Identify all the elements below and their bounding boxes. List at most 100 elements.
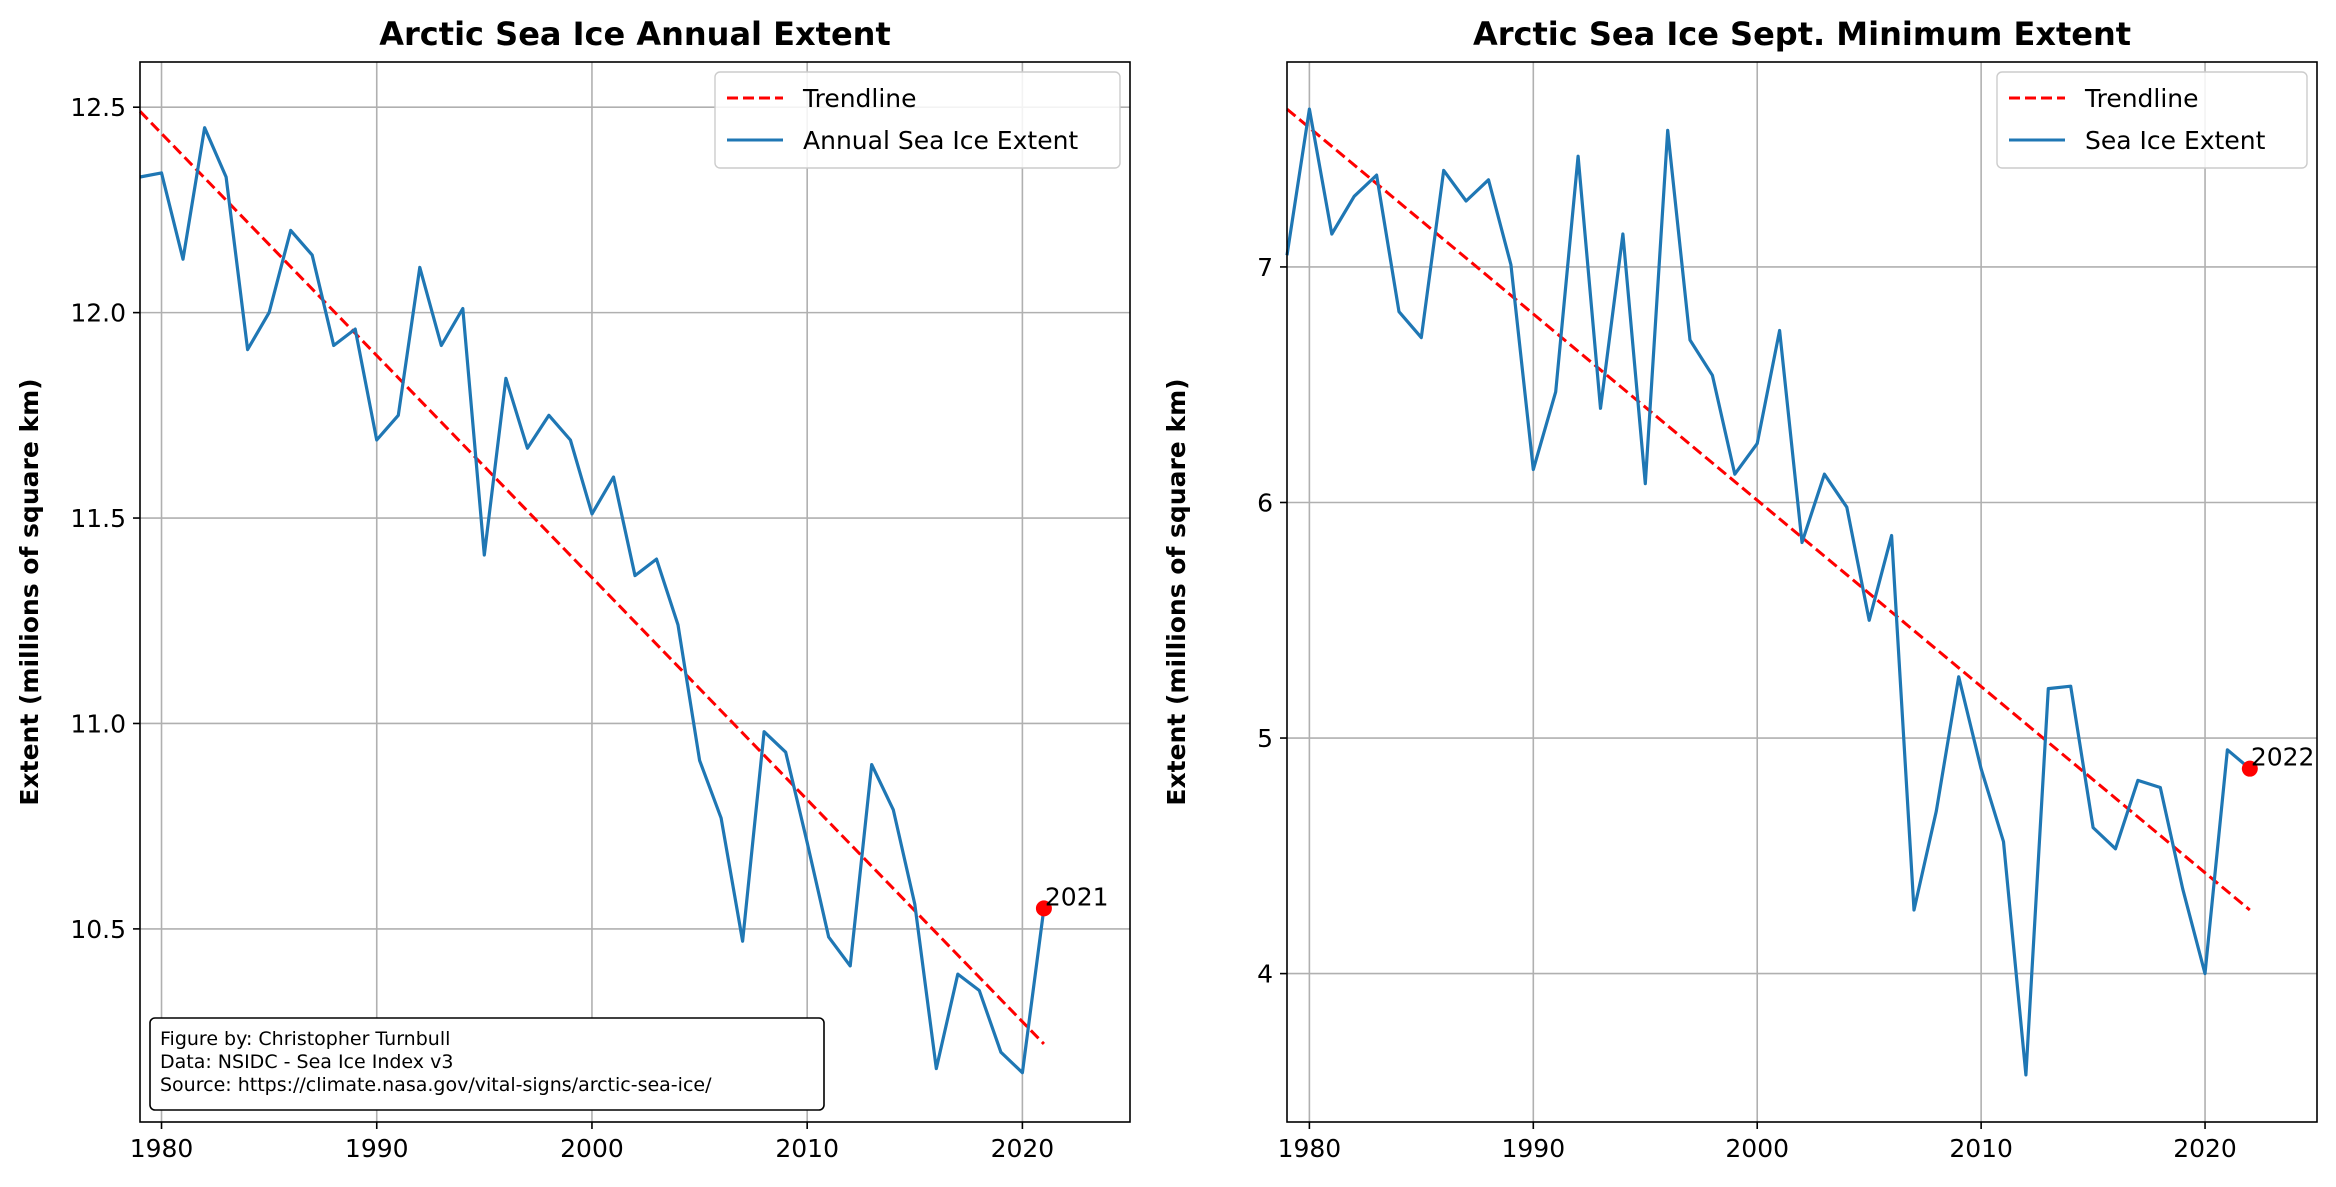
data-point — [1935, 810, 1938, 813]
grid — [140, 62, 1130, 1122]
data-point — [225, 176, 228, 179]
data-point — [784, 751, 787, 754]
data-point — [1487, 178, 1490, 181]
data-point — [634, 574, 637, 577]
y-tick-label: 12.0 — [70, 299, 126, 328]
data-point — [1778, 329, 1781, 332]
data-point — [203, 126, 206, 129]
data-point — [763, 730, 766, 733]
data-point — [1980, 767, 1983, 770]
legend-label: Annual Sea Ice Extent — [803, 126, 1078, 155]
data-point — [1845, 506, 1848, 509]
chart-title: Arctic Sea Ice Annual Extent — [379, 15, 890, 53]
legend-box — [714, 71, 1121, 169]
data-point — [2047, 687, 2050, 690]
credit-frame — [149, 1017, 825, 1111]
data-point — [526, 447, 529, 450]
legend-label: Sea Ice Extent — [2085, 126, 2266, 155]
data-point — [2002, 840, 2005, 843]
x-tick-label: 2020 — [991, 1134, 1055, 1163]
highlight-point — [1035, 900, 1052, 917]
data-point — [2204, 972, 2207, 975]
y-tick-label: 4 — [1257, 960, 1273, 989]
data-point — [289, 229, 292, 232]
data-point — [569, 438, 572, 441]
data-point — [1868, 619, 1871, 622]
data-point — [1599, 407, 1602, 410]
data-point — [504, 377, 507, 380]
data-point — [2024, 1073, 2027, 1076]
y-tick-label: 5 — [1257, 724, 1273, 753]
chart-title: Arctic Sea Ice Sept. Minimum Extent — [1473, 15, 2131, 53]
legend-label: Trendline — [802, 84, 917, 113]
y-axis-label: Extent (millions of square km) — [15, 378, 44, 805]
data-point — [677, 623, 680, 626]
data-point — [1733, 473, 1736, 476]
data-point — [935, 1067, 938, 1070]
data-point — [2159, 786, 2162, 789]
data-point — [1666, 129, 1669, 132]
data-point — [612, 475, 615, 478]
highlight-label: 2022 — [2251, 743, 2315, 772]
data-point — [1823, 473, 1826, 476]
data-point — [1397, 310, 1400, 313]
data-point — [655, 558, 658, 561]
y-axis-label: Extent (millions of square km) — [1162, 378, 1191, 805]
grid — [1287, 62, 2317, 1122]
x-tick-label: 2020 — [2173, 1134, 2237, 1163]
annotation: 2021 — [1035, 882, 1109, 917]
credit-line: Data: NSIDC - Sea Ice Index v3 — [160, 1051, 453, 1073]
y-tick-label: 6 — [1257, 488, 1273, 517]
data-point — [440, 344, 443, 347]
trendline — [138, 110, 1045, 1045]
data-point — [354, 328, 357, 331]
data-point — [2136, 779, 2139, 782]
data-point — [1644, 482, 1647, 485]
data-point — [806, 841, 809, 844]
ticks: 1980 1990 2000 2010 2020 10.5 11.0 11.5 12.0 12.5 — [70, 93, 1054, 1163]
data-point — [246, 348, 249, 351]
data-point — [397, 414, 400, 417]
data-point — [332, 344, 335, 347]
x-tick-label: 2000 — [1725, 1134, 1789, 1163]
data-point — [1375, 174, 1378, 177]
x-tick-label: 2010 — [775, 1134, 839, 1163]
data-point — [1890, 534, 1893, 537]
data-point — [2092, 826, 2095, 829]
data-point — [1711, 374, 1714, 377]
data-point — [375, 438, 378, 441]
data-point — [182, 258, 185, 261]
data-point — [1420, 336, 1423, 339]
extent-line — [1285, 107, 2251, 1077]
chart-september-minimum: 1980 1990 2000 2010 2020 4 5 6 7 Arctic Sea Ice … — [1162, 15, 2318, 1163]
x-tick-label: 1990 — [1501, 1134, 1565, 1163]
data-point — [827, 936, 830, 939]
data-point — [1801, 541, 1804, 544]
plot-frame — [139, 61, 1131, 1123]
data-point — [1308, 108, 1311, 111]
data-point — [999, 1051, 1002, 1054]
x-tick-label: 1980 — [1278, 1134, 1342, 1163]
y-tick-label: 7 — [1257, 253, 1273, 282]
data-point — [268, 311, 271, 314]
data-point — [311, 254, 314, 257]
x-tick-label: 1980 — [130, 1134, 194, 1163]
trendline — [1286, 107, 2251, 912]
data-point — [1689, 338, 1692, 341]
data-point — [698, 759, 701, 762]
x-tick-label: 1990 — [345, 1134, 409, 1163]
series — [138, 110, 1046, 1075]
ticks: 1980 1990 2000 2010 2020 4 5 6 7 — [1257, 253, 2237, 1163]
data-point — [160, 171, 163, 174]
data-point — [547, 414, 550, 417]
data-point — [1021, 1071, 1024, 1074]
legend-label: Trendline — [2084, 84, 2199, 113]
data-point — [870, 763, 873, 766]
data-point — [956, 973, 959, 976]
data-point — [1353, 195, 1356, 198]
y-tick-label: 10.5 — [70, 915, 126, 944]
legend: Trendline Annual Sea Ice Extent — [714, 71, 1121, 169]
annotation: 2022 — [2241, 743, 2315, 777]
